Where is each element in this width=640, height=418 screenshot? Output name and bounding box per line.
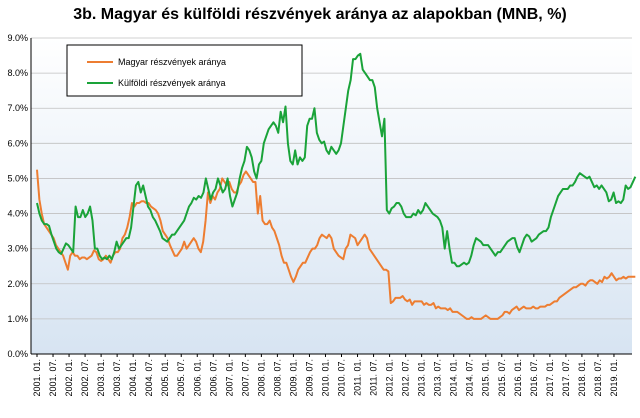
y-tick-label: 1.0% bbox=[7, 314, 28, 324]
x-tick-label: 2015. 07. bbox=[497, 359, 507, 397]
x-tick-label: 2008. 07. bbox=[272, 359, 282, 397]
y-tick-label: 8.0% bbox=[7, 68, 28, 78]
x-tick-label: 2005. 01. bbox=[160, 359, 170, 397]
y-axis-ticks: 0.0% 1.0% 2.0% 3.0% 4.0% 5.0% 6.0% 7.0% 8.0% 9.0% bbox=[7, 33, 28, 359]
y-tick-label: 2.0% bbox=[7, 279, 28, 289]
legend: Magyar részvények aránya Külföldi részvé… bbox=[66, 44, 303, 97]
x-tick-label: 2001. 07. bbox=[48, 359, 58, 397]
x-tick-label: 2003. 07. bbox=[112, 359, 122, 397]
x-tick-label: 2010. 07. bbox=[337, 359, 347, 397]
legend-box bbox=[66, 44, 303, 97]
x-tick-label: 2017. 01. bbox=[545, 359, 555, 397]
x-axis-ticks: 2001. 01. 2001. 07. 2002. 01. 2002. 07. 2003… bbox=[32, 354, 619, 397]
chart-title: 3b. Magyar és külföldi részvények aránya… bbox=[73, 6, 567, 23]
y-tick-label: 3.0% bbox=[7, 244, 28, 254]
x-tick-label: 2001. 01. bbox=[32, 359, 42, 397]
x-tick-label: 2018. 07. bbox=[593, 359, 603, 397]
x-tick-label: 2018. 01. bbox=[577, 359, 587, 397]
x-tick-label: 2006. 07. bbox=[208, 359, 218, 397]
x-tick-label: 2014. 01. bbox=[449, 359, 459, 397]
x-tick-label: 2005. 07. bbox=[176, 359, 186, 397]
y-tick-label: 0.0% bbox=[7, 349, 28, 359]
x-tick-label: 2008. 01. bbox=[256, 359, 266, 397]
x-tick-label: 2004. 07. bbox=[144, 359, 154, 397]
x-tick-label: 2009. 07. bbox=[304, 359, 314, 397]
x-tick-label: 2011. 01. bbox=[353, 359, 363, 396]
x-tick-label: 2013. 07. bbox=[433, 359, 443, 397]
y-tick-label: 4.0% bbox=[7, 209, 28, 219]
y-tick-label: 9.0% bbox=[7, 33, 28, 43]
x-tick-label: 2009. 01. bbox=[288, 359, 298, 397]
series-lines bbox=[36, 52, 637, 320]
legend-label-magyar: Magyar részvények aránya bbox=[118, 57, 226, 67]
x-tick-label: 2016. 07. bbox=[529, 359, 539, 397]
x-tick-label: 2015. 01. bbox=[481, 359, 491, 397]
x-tick-label: 2003. 01. bbox=[96, 359, 106, 397]
series-line-1 bbox=[36, 52, 637, 268]
x-tick-label: 2019. 01. bbox=[609, 359, 619, 397]
x-tick-label: 2016. 01. bbox=[513, 359, 523, 397]
x-tick-label: 2007. 07. bbox=[240, 359, 250, 397]
x-tick-label: 2013. 01. bbox=[417, 359, 427, 397]
y-tick-label: 7.0% bbox=[7, 103, 28, 113]
x-tick-label: 2002. 01. bbox=[64, 359, 74, 397]
x-tick-label: 2010. 01. bbox=[320, 359, 330, 397]
x-tick-label: 2002. 07. bbox=[80, 359, 90, 397]
x-tick-label: 2004. 01. bbox=[128, 359, 138, 397]
legend-label-kulfoldi: Külföldi részvények aránya bbox=[118, 78, 226, 88]
x-tick-label: 2017. 07. bbox=[561, 359, 571, 397]
x-tick-label: 2012. 01. bbox=[385, 359, 395, 397]
x-tick-label: 2006. 01. bbox=[192, 359, 202, 397]
y-tick-label: 6.0% bbox=[7, 138, 28, 148]
x-tick-label: 2014. 07. bbox=[465, 359, 475, 397]
series-line-0 bbox=[36, 169, 636, 320]
x-tick-label: 2007. 01. bbox=[224, 359, 234, 397]
y-tick-label: 5.0% bbox=[7, 173, 28, 183]
x-tick-label: 2012. 07. bbox=[401, 359, 411, 397]
x-tick-label: 2011. 07. bbox=[369, 359, 379, 396]
